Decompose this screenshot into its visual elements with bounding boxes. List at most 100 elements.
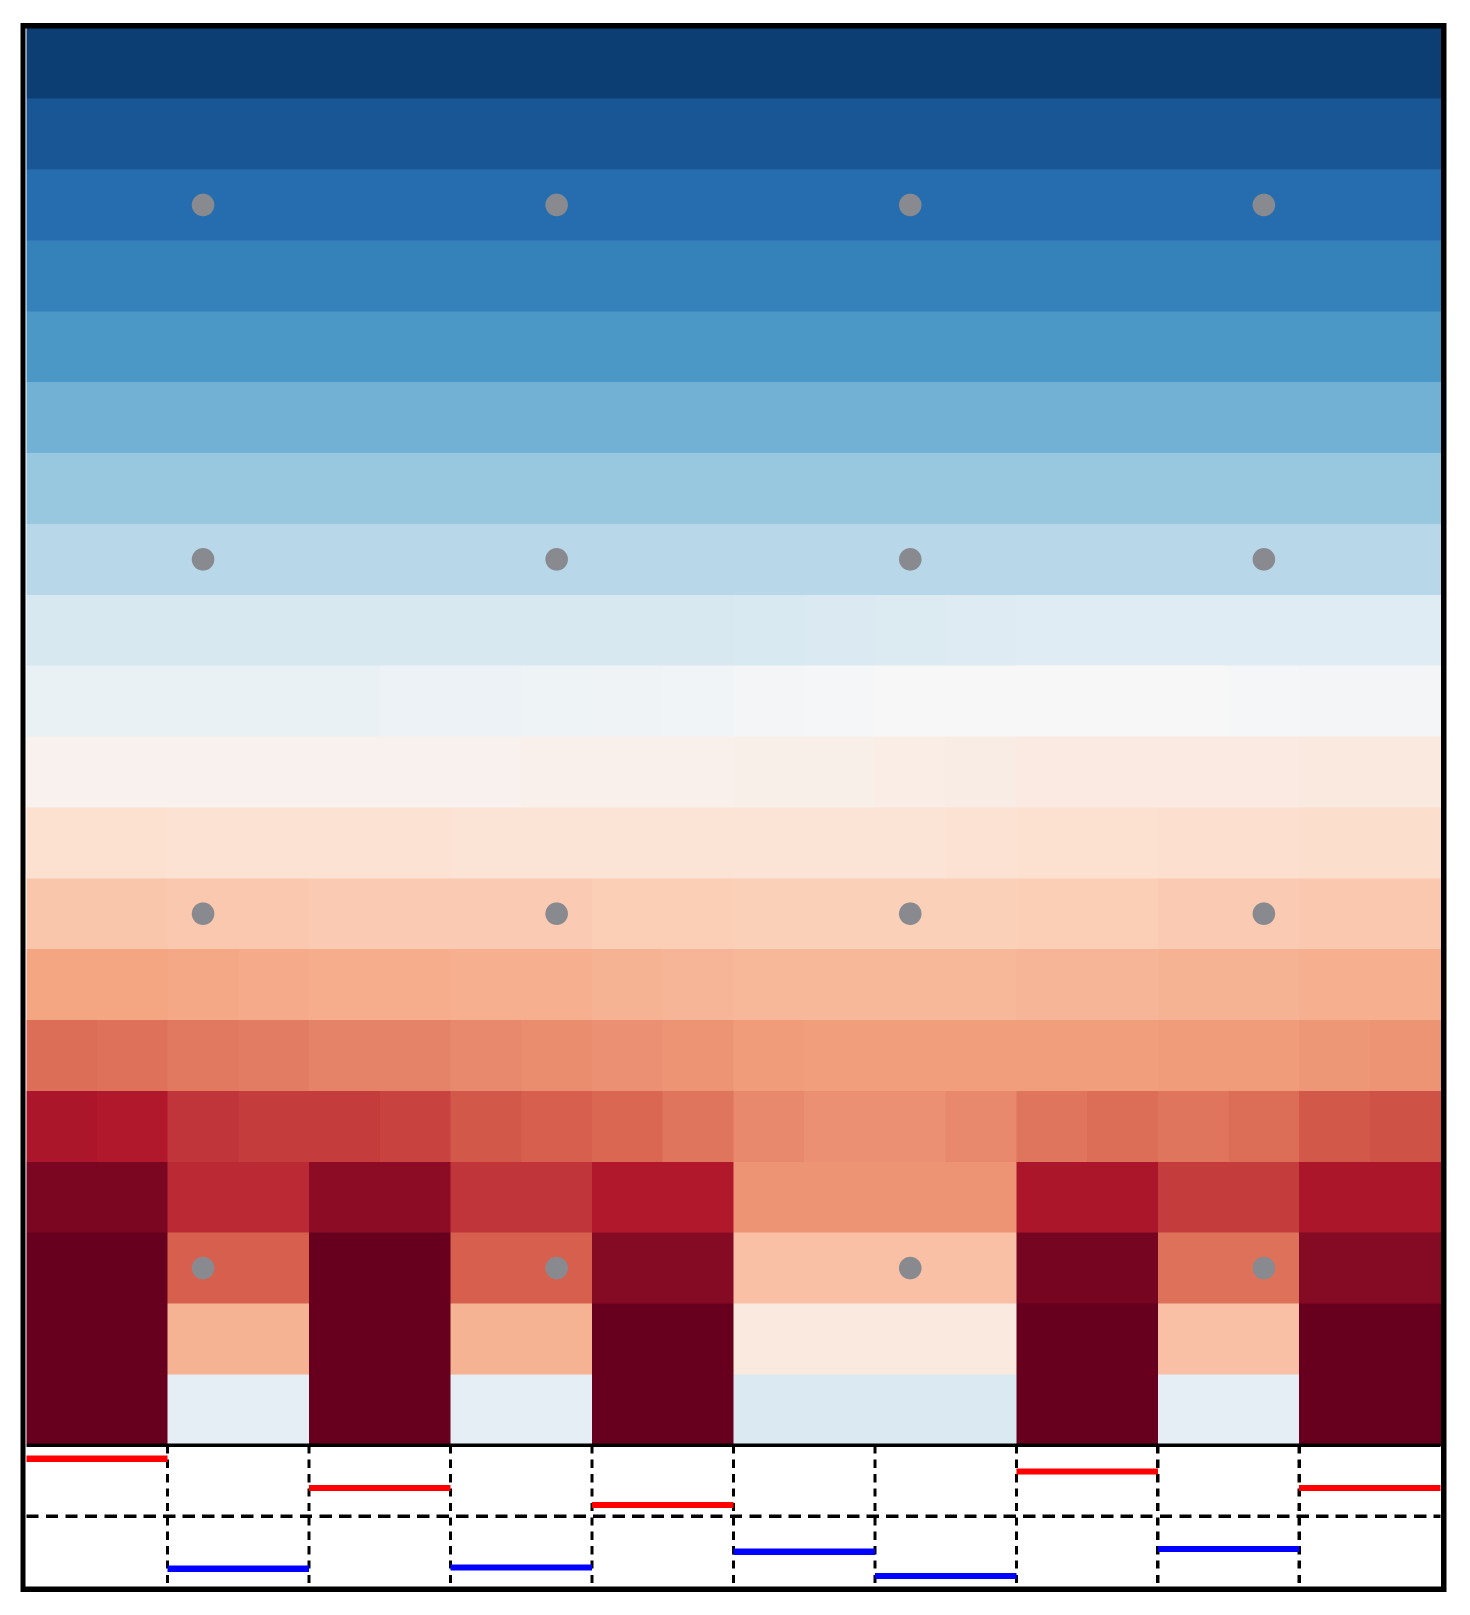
point: [545, 902, 568, 926]
heatmap-cell: [521, 382, 593, 454]
heatmap-cell: [1299, 1161, 1371, 1234]
heatmap-cell: [26, 665, 98, 738]
heatmap-cell: [1228, 98, 1300, 171]
heatmap-cell: [662, 523, 735, 596]
heatmap-cell: [1299, 453, 1371, 525]
heatmap-cell: [592, 807, 664, 879]
heatmap-cell: [96, 878, 169, 950]
heatmap-cell: [309, 665, 381, 738]
heatmap-cell: [733, 169, 805, 242]
point: [1252, 902, 1276, 926]
heatmap-cell: [238, 169, 310, 242]
heatmap-cell: [804, 27, 876, 100]
heatmap-cell: [1157, 1090, 1230, 1163]
heatmap-cell: [1016, 27, 1088, 100]
heatmap-cell: [592, 1303, 664, 1376]
heatmap-cell: [1087, 1374, 1159, 1446]
heatmap-cell: [309, 878, 381, 950]
heatmap-cell: [238, 807, 310, 879]
heatmap-cell: [309, 807, 381, 879]
heatmap-cell: [96, 382, 169, 454]
heatmap-cell: [1299, 382, 1371, 454]
heatmap-cell: [167, 594, 240, 667]
heatmap-cell: [874, 665, 947, 738]
point: [898, 1256, 922, 1280]
heatmap-cell: [521, 27, 593, 100]
heatmap-cell: [1157, 27, 1230, 100]
heatmap-cell: [804, 523, 876, 596]
heatmap-cell: [662, 949, 735, 1021]
heatmap-cell: [1369, 169, 1442, 242]
heatmap-cell: [804, 949, 876, 1021]
heatmap-cell: [1016, 949, 1088, 1021]
heatmap-cell: [1157, 807, 1230, 879]
heatmap-cell: [1016, 98, 1088, 171]
heatmap-cell: [1016, 665, 1088, 738]
heatmap-cell: [450, 949, 522, 1021]
heatmap-cell: [309, 453, 381, 525]
heatmap-cell: [945, 27, 1017, 100]
heatmap-cell: [379, 878, 452, 950]
heatmap-cell: [167, 1303, 240, 1376]
heatmap-cell: [1369, 1374, 1442, 1446]
point: [1252, 548, 1276, 571]
heatmap-cell: [26, 169, 98, 242]
heatmap-cell: [1087, 98, 1159, 171]
heatmap-cell: [1369, 453, 1442, 525]
heatmap-cell: [945, 382, 1017, 454]
heatmap-cell: [1369, 594, 1442, 667]
heatmap-cell: [96, 949, 169, 1021]
heatmap-cell: [733, 1161, 805, 1234]
heatmap-cell: [1087, 27, 1159, 100]
heatmap-cell: [945, 1303, 1017, 1376]
heatmap-cell: [662, 453, 735, 525]
heatmap-cell: [804, 240, 876, 312]
heatmap-cell: [450, 1374, 522, 1446]
heatmap-cell: [379, 1374, 452, 1446]
point: [898, 902, 922, 926]
heatmap-cell: [238, 98, 310, 171]
heatmap-cell: [1016, 878, 1088, 950]
heatmap-cell: [874, 949, 947, 1021]
heatmap-cell: [309, 1232, 381, 1305]
heatmap-cell: [1157, 1303, 1230, 1376]
heatmap-cell: [592, 1161, 664, 1234]
heatmap-cell: [379, 382, 452, 454]
heatmap-cell: [945, 523, 1017, 596]
heatmap-cell: [733, 1090, 805, 1163]
heatmap-cell: [167, 27, 240, 100]
heatmap-cell: [1299, 1303, 1371, 1376]
heatmap-cell: [1087, 665, 1159, 738]
heatmap-cell: [733, 594, 805, 667]
heatmap-cell: [592, 98, 664, 171]
heatmap-cell: [450, 311, 522, 383]
heatmap-cell: [1016, 807, 1088, 879]
heatmap-cell: [1299, 523, 1371, 596]
heatmap-cell: [1016, 1161, 1088, 1234]
point: [898, 548, 922, 571]
heatmap-cell: [662, 1161, 735, 1234]
heatmap-cell: [1087, 240, 1159, 312]
heatmap-cell: [96, 594, 169, 667]
heatmap-cell: [1369, 807, 1442, 879]
heatmap-cell: [662, 27, 735, 100]
heatmap-cell: [167, 311, 240, 383]
heatmap-cell: [1157, 1374, 1230, 1446]
heatmap-cell: [309, 1303, 381, 1376]
heatmap-cell: [1016, 1090, 1088, 1163]
heatmap-cell: [1369, 27, 1442, 100]
heatmap-cell: [1157, 453, 1230, 525]
heatmap-cell: [662, 1374, 735, 1446]
heatmap-cell: [874, 1374, 947, 1446]
heatmap-cell: [1016, 311, 1088, 383]
heatmap-cell: [733, 311, 805, 383]
heatmap-cell: [1299, 736, 1371, 809]
heatmap-cell: [662, 594, 735, 667]
heatmap-cell: [450, 523, 522, 596]
heatmap-cell: [874, 736, 947, 809]
heatmap-cell: [1087, 1303, 1159, 1376]
heatmap-cell: [1157, 949, 1230, 1021]
heatmap-cell: [309, 169, 381, 242]
heatmap-cell: [1157, 382, 1230, 454]
